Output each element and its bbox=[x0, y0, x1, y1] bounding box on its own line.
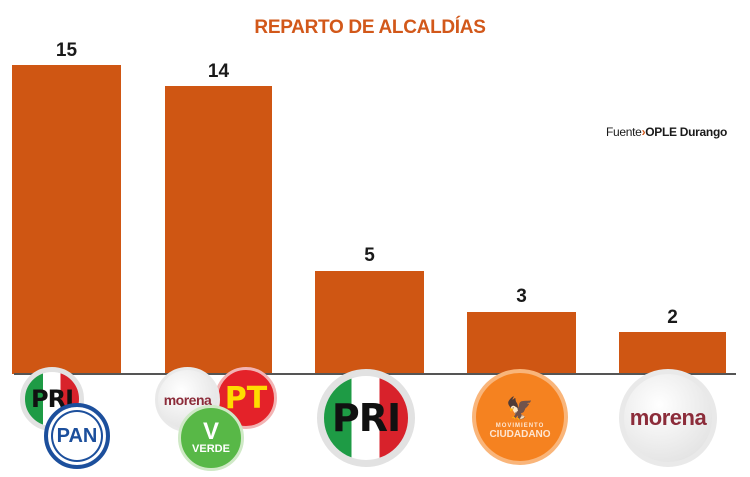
value-label: 14 bbox=[207, 61, 230, 82]
pan-logo-text: PAN bbox=[56, 424, 98, 447]
bar-morena bbox=[619, 332, 726, 374]
value-label: 3 bbox=[516, 286, 527, 307]
chart-title: REPARTO DE ALCALDÍAS bbox=[254, 17, 486, 38]
pt-logo-text: PT bbox=[224, 380, 268, 416]
bar-pri bbox=[315, 271, 424, 374]
source-label: Fuente bbox=[606, 125, 642, 139]
pan-logo: PAN bbox=[44, 403, 110, 469]
value-label: 5 bbox=[364, 245, 375, 266]
verde-check-icon: V bbox=[202, 418, 219, 445]
value-label: 2 bbox=[667, 307, 678, 328]
mc-logo-line2: CIUDADANO bbox=[489, 428, 551, 440]
morena-logo-text: morena bbox=[629, 405, 707, 430]
movimiento-ciudadano-logo: 🦅 MOVIMIENTO CIUDADANO bbox=[472, 369, 568, 465]
morena-logo-large: morena bbox=[619, 369, 717, 467]
eagle-icon: 🦅 bbox=[506, 395, 534, 421]
morena-logo-text: morena bbox=[163, 391, 212, 408]
verde-logo-text: VERDE bbox=[192, 443, 230, 455]
chevron-right-icon: › bbox=[641, 125, 646, 139]
bar-morena-pt-verde bbox=[165, 86, 272, 374]
pri-logo-large: PRI bbox=[317, 369, 415, 467]
bar-movimiento-ciudadano bbox=[467, 312, 576, 374]
source-note: Fuente›OPLE Durango bbox=[606, 125, 727, 139]
morena-logo-small: morena bbox=[155, 367, 220, 432]
pri-logo-text: PRI bbox=[331, 396, 401, 440]
mc-logo-line1: MOVIMIENTO bbox=[495, 422, 545, 429]
verde-logo: V VERDE bbox=[178, 405, 244, 471]
source-name: OPLE Durango bbox=[645, 125, 728, 139]
bar-pri-pan bbox=[12, 65, 121, 374]
value-label: 15 bbox=[55, 40, 78, 61]
